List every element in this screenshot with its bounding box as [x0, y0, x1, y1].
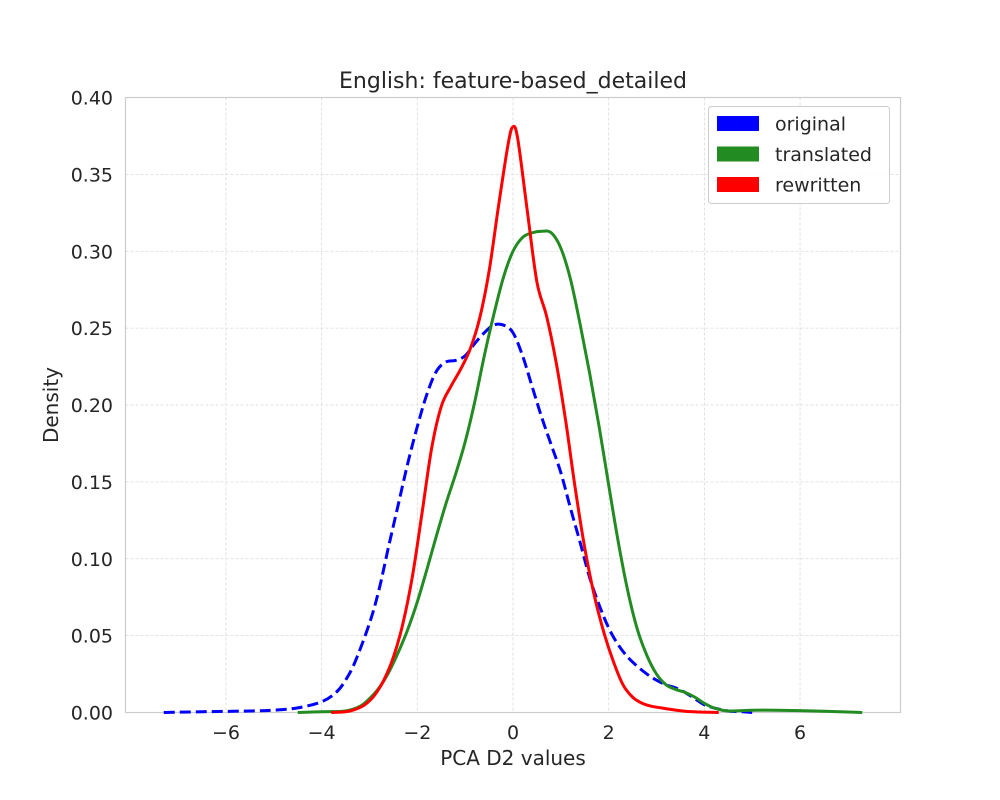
y-axis-label: Density	[39, 367, 63, 443]
y-axis-ticks: 0.00 0.05 0.10 0.15 0.20 0.25 0.30 0.35 0.40	[71, 88, 113, 725]
x-tick-label: −4	[308, 722, 336, 744]
y-tick-label: 0.00	[71, 703, 113, 725]
legend-swatch-rewritten	[717, 177, 759, 192]
legend-swatch-original	[717, 116, 759, 131]
chart-title: English: feature-based_detailed	[339, 69, 687, 94]
legend-label-translated: translated	[775, 144, 872, 166]
x-tick-label: 2	[603, 722, 615, 744]
y-tick-label: 0.25	[71, 318, 113, 340]
legend: original translated rewritten	[708, 106, 890, 204]
x-tick-label: −2	[403, 722, 431, 744]
x-tick-label: 0	[507, 722, 519, 744]
series-line-translated	[297, 229, 863, 714]
x-tick-label: −6	[212, 722, 240, 744]
y-tick-label: 0.20	[71, 395, 113, 417]
legend-label-original: original	[775, 114, 846, 136]
legend-label-rewritten: rewritten	[775, 175, 861, 197]
y-tick-label: 0.40	[71, 88, 113, 110]
series-layer	[163, 124, 863, 714]
series-line-rewritten	[331, 124, 719, 714]
y-tick-label: 0.05	[71, 626, 113, 648]
legend-swatch-translated	[717, 146, 759, 162]
x-tick-label: 4	[698, 722, 710, 744]
x-tick-label: 6	[794, 722, 806, 744]
plot-area-frame	[124, 96, 902, 714]
y-tick-label: 0.10	[71, 549, 113, 571]
y-tick-label: 0.30	[71, 241, 113, 263]
series-line-original	[163, 322, 753, 714]
y-tick-label: 0.35	[71, 164, 113, 186]
y-tick-label: 0.15	[71, 472, 113, 494]
x-axis-label: PCA D2 values	[440, 746, 586, 770]
x-axis-ticks: −6 −4 −2 0 2 4 6	[212, 722, 806, 744]
